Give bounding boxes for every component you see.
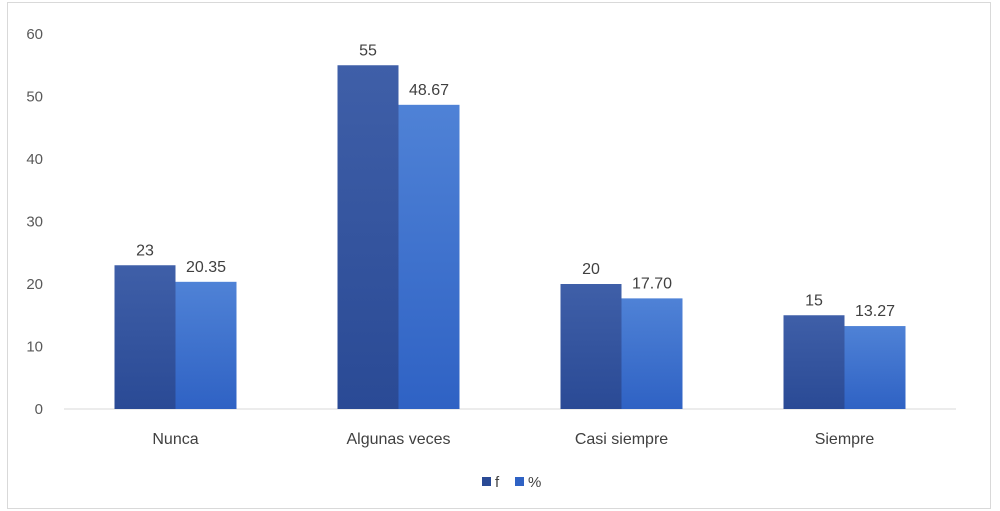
bar-f bbox=[114, 265, 176, 409]
bars-group bbox=[114, 65, 906, 409]
y-tick-label: 50 bbox=[26, 89, 43, 106]
y-tick-label: 30 bbox=[26, 214, 43, 231]
x-category-label: Siempre bbox=[815, 431, 875, 448]
bar-percent bbox=[844, 326, 906, 409]
y-tick-label: 40 bbox=[26, 151, 43, 168]
bar-f bbox=[783, 315, 845, 409]
bar-percent bbox=[175, 281, 237, 409]
x-category-label: Casi siempre bbox=[575, 431, 668, 448]
legend: f% bbox=[482, 474, 541, 491]
y-tick-label: 0 bbox=[35, 401, 43, 418]
legend-swatch bbox=[482, 477, 491, 486]
x-category-label: Nunca bbox=[152, 431, 198, 448]
data-label: 48.67 bbox=[409, 82, 449, 99]
data-label: 20 bbox=[582, 261, 600, 278]
legend-label: f bbox=[495, 474, 500, 491]
data-label: 17.70 bbox=[632, 275, 672, 292]
legend-label: % bbox=[528, 474, 541, 491]
y-tick-label: 20 bbox=[26, 276, 43, 293]
data-label: 15 bbox=[805, 292, 823, 309]
y-tick-label: 60 bbox=[26, 26, 43, 43]
chart-frame bbox=[7, 2, 991, 509]
bar-f bbox=[337, 65, 399, 409]
x-axis-categories: Nunca Algunas veces Casi siempre Siempre bbox=[152, 431, 874, 448]
data-label: 23 bbox=[136, 242, 154, 259]
data-label: 20.35 bbox=[186, 259, 226, 276]
bar-f bbox=[560, 284, 622, 409]
bar-percent bbox=[398, 104, 460, 409]
x-category-label: Algunas veces bbox=[346, 431, 450, 448]
bar-percent bbox=[621, 298, 683, 409]
data-label: 13.27 bbox=[855, 303, 895, 320]
data-labels-group: 23 20.35 55 48.67 20 17.70 15 13.27 bbox=[136, 42, 895, 320]
y-axis-ticks: 0 10 20 30 40 50 60 bbox=[26, 26, 43, 418]
data-label: 55 bbox=[359, 42, 377, 59]
legend-swatch bbox=[515, 477, 524, 486]
y-tick-label: 10 bbox=[26, 339, 43, 356]
